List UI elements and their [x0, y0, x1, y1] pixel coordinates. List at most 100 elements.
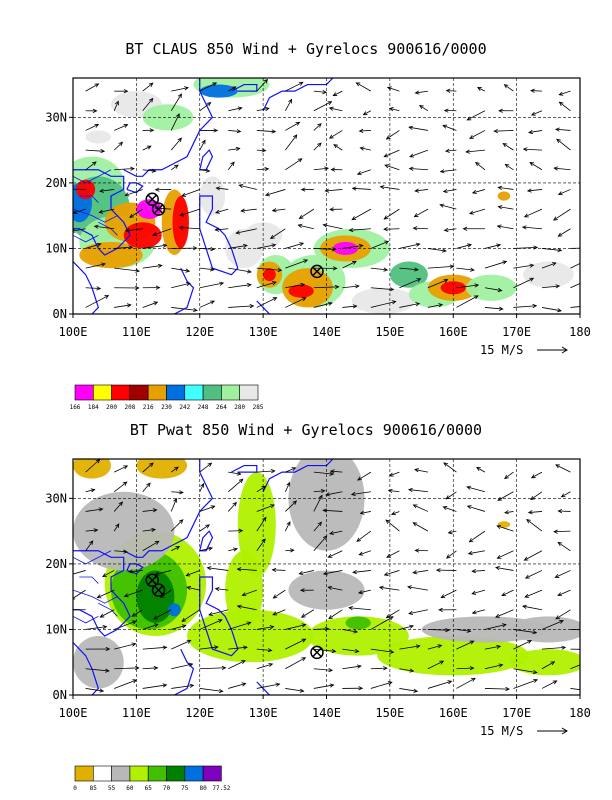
colorbar-swatch-2	[112, 385, 130, 400]
colorbar-label-4: 216	[143, 404, 154, 411]
wind-vector-0	[86, 84, 99, 91]
coastline-9	[257, 301, 270, 314]
colorbar-swatch-8	[221, 385, 239, 400]
x-tick-label-0: 100E	[59, 706, 88, 720]
colorbar-label-0: 0	[73, 785, 77, 792]
wind-vector-47	[171, 307, 197, 310]
colorbar-label-0: 166	[70, 404, 81, 411]
wind-arrowhead-5	[66, 573, 70, 576]
wind-vector-110	[330, 130, 343, 138]
coastline-4	[200, 150, 213, 170]
colorbar-label-8: 264	[216, 404, 227, 411]
wind-vector-191	[513, 680, 537, 689]
wind-vector-155	[428, 681, 451, 688]
colorbar-label-4: 65	[145, 785, 153, 792]
wind-vector-162	[441, 590, 456, 598]
wind-vector-88	[285, 159, 302, 170]
colorbar-swatch-5	[167, 766, 185, 781]
colorbar-swatch-3	[130, 766, 148, 781]
colorbar-swatch-7	[203, 385, 221, 400]
x-tick-label-4: 140E	[312, 706, 341, 720]
wind-vector-156	[444, 463, 456, 472]
wind-vector-39	[171, 138, 181, 150]
y-tick-label-0: 0N	[53, 688, 67, 702]
wind-arrowhead-7	[69, 608, 73, 611]
wind-vector-196	[530, 162, 542, 169]
colorbar-swatch-7	[203, 766, 221, 781]
field-blob-13	[225, 551, 263, 630]
wind-vector-201	[542, 647, 565, 649]
wind-vector-169	[467, 111, 485, 120]
wind-vector-5	[66, 570, 86, 576]
wind-vector-123	[357, 531, 371, 541]
x-tick-label-1: 110E	[122, 706, 151, 720]
wind-vector-23	[114, 680, 136, 688]
ref-vector-label: 15 M/S	[480, 724, 523, 738]
colorbar-swatch-9	[240, 385, 258, 400]
wind-vector-125	[353, 188, 371, 189]
wind-vector-196	[524, 551, 542, 560]
wind-vector-203	[542, 681, 557, 689]
wind-vector-214	[570, 280, 587, 288]
wind-vector-94	[285, 658, 305, 669]
wind-vector-102	[299, 209, 313, 218]
wind-arrowhead-213	[586, 258, 590, 261]
wind-vector-207	[554, 531, 570, 532]
wind-vector-167	[456, 678, 475, 688]
wind-vector-198	[525, 590, 542, 597]
wind-vector-147	[413, 523, 428, 531]
ref-vector-label: 15 M/S	[480, 343, 523, 357]
x-tick-label-5: 150E	[375, 706, 404, 720]
y-tick-label-2: 20N	[45, 176, 67, 190]
wind-vector-3	[86, 150, 105, 151]
colorbar-swatch-4	[148, 766, 166, 781]
colorbar-swatch-4	[148, 385, 166, 400]
colorbar-label-3: 60	[126, 785, 134, 792]
wind-vector-24	[143, 83, 153, 91]
field-blob-19	[346, 616, 371, 629]
colorbar-swatch-6	[185, 766, 203, 781]
wind-vector-62	[228, 502, 236, 511]
wind-vector-215	[570, 688, 584, 690]
wind-vector-205	[559, 102, 570, 111]
wind-vector-71	[228, 306, 253, 308]
wind-vector-183	[503, 143, 513, 150]
wind-arrowhead-212	[592, 628, 596, 631]
colorbar-swatch-0	[75, 385, 93, 400]
wind-vector-21	[114, 268, 139, 271]
wind-vector-150	[414, 209, 427, 217]
wind-vector-85	[285, 99, 291, 110]
wind-vector-151	[413, 228, 427, 229]
wind-vector-204	[556, 465, 571, 472]
wind-vector-11	[86, 296, 109, 308]
x-tick-label-4: 140E	[312, 325, 341, 339]
wind-vector-171	[469, 531, 485, 542]
colorbar-label-8: 77.52	[212, 785, 230, 792]
wind-vector-215	[570, 305, 593, 307]
wind-arrowhead-214	[583, 662, 587, 665]
wind-vector-61	[228, 479, 243, 491]
wind-vector-170	[470, 130, 485, 138]
wind-vector-19	[100, 610, 114, 617]
wind-vector-83	[257, 298, 277, 308]
wind-vector-103	[302, 610, 314, 617]
field-blob-30	[466, 275, 517, 301]
wind-vector-135	[386, 520, 399, 531]
colorbar-label-2: 55	[108, 785, 116, 792]
wind-vector-74	[257, 130, 276, 131]
wind-vector-134	[387, 130, 400, 139]
wind-vector-184	[497, 551, 513, 559]
field-blob-26	[352, 288, 415, 314]
coastline-6	[231, 466, 256, 473]
wind-vector-211	[558, 229, 570, 236]
wind-vector-208	[558, 542, 570, 550]
colorbar-label-5: 230	[161, 404, 172, 411]
wind-vector-47	[171, 685, 193, 688]
gyre-marker-2	[311, 646, 323, 658]
border-2	[79, 577, 98, 584]
colorbar-label-7: 248	[198, 404, 209, 411]
x-tick-label-0: 100E	[59, 325, 88, 339]
wind-vector-70	[228, 661, 245, 669]
